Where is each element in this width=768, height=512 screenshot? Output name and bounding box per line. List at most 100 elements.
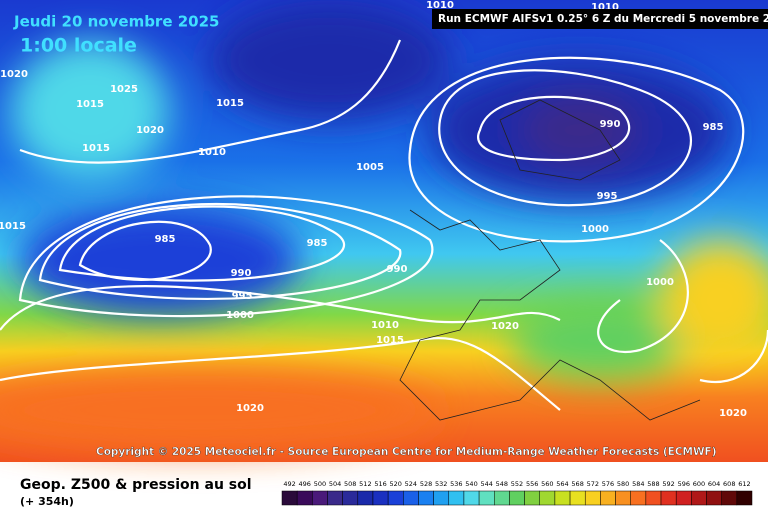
color-swatch — [584, 490, 601, 506]
color-label: 520 — [389, 480, 401, 488]
color-swatch — [433, 490, 450, 506]
color-label: 588 — [647, 480, 659, 488]
color-label: 528 — [420, 480, 432, 488]
color-label: 608 — [723, 480, 735, 488]
color-label: 516 — [374, 480, 386, 488]
color-label: 568 — [571, 480, 583, 488]
isobar-label: 1000 — [226, 310, 254, 321]
color-label: 524 — [405, 480, 417, 488]
isobar-label: 995 — [597, 191, 618, 202]
isobar-label: 1020 — [0, 69, 28, 80]
color-swatch — [736, 490, 753, 506]
isobar-label: 1025 — [110, 84, 138, 95]
color-label: 572 — [587, 480, 599, 488]
color-swatch — [296, 490, 313, 506]
color-swatch — [569, 490, 586, 506]
color-swatch — [448, 490, 465, 506]
color-swatch — [342, 490, 359, 506]
color-swatch — [281, 490, 298, 506]
color-label: 532 — [435, 480, 447, 488]
footer-title: Geop. Z500 & pression au sol — [20, 477, 252, 493]
isobar-label: 1020 — [491, 321, 519, 332]
color-label: 540 — [465, 480, 477, 488]
color-swatch — [600, 490, 616, 506]
color-swatch — [372, 490, 389, 506]
color-label: 576 — [602, 480, 614, 488]
copyright: Copyright © 2025 Meteociel.fr - Source E… — [96, 446, 717, 458]
isobar-label: 1020 — [719, 408, 747, 419]
run-box — [432, 9, 768, 29]
color-swatch — [691, 490, 707, 506]
run-info: Run ECMWF AIFSv1 0.25° 6 Z du Mercredi 5… — [438, 13, 768, 25]
color-swatch — [706, 490, 722, 506]
color-label: 508 — [344, 480, 356, 488]
isobar-label: 1020 — [236, 403, 264, 414]
color-label: 548 — [496, 480, 508, 488]
isobar-label: 990 — [231, 268, 252, 279]
color-label: 580 — [617, 480, 629, 488]
color-swatch — [539, 490, 556, 506]
color-swatch — [721, 490, 738, 506]
isobar-label: 1010 — [591, 2, 619, 13]
isobar-label: 1020 — [136, 125, 164, 136]
isobar-label: 995 — [232, 291, 253, 302]
isobar-label: 985 — [155, 234, 176, 245]
date: Jeudi 20 novembre 2025 — [13, 13, 219, 31]
color-label: 596 — [678, 480, 690, 488]
isobar-label: 1000 — [646, 277, 674, 288]
color-swatch — [494, 490, 510, 506]
isobar-label: 985 — [703, 122, 724, 133]
color-label: 584 — [632, 480, 644, 488]
color-swatch — [509, 490, 525, 506]
isobar-label: 1005 — [356, 162, 384, 173]
color-label: 604 — [708, 480, 720, 488]
isobar-label: 1015 — [82, 143, 110, 154]
color-label: 600 — [693, 480, 705, 488]
color-swatch — [478, 490, 495, 506]
color-swatch — [645, 490, 662, 506]
color-label: 544 — [480, 480, 492, 488]
color-label: 536 — [450, 480, 462, 488]
color-swatch — [463, 490, 480, 506]
color-swatch — [403, 490, 419, 506]
color-swatch — [418, 490, 434, 506]
isobar-label: 990 — [600, 119, 621, 130]
color-label: 612 — [738, 480, 750, 488]
color-swatch — [357, 490, 374, 506]
color-label: 560 — [541, 480, 553, 488]
isobar-label: 1010 — [426, 0, 454, 11]
color-label: 552 — [511, 480, 523, 488]
isobar-label: 1015 — [376, 335, 404, 346]
isobar-label: 1015 — [76, 99, 104, 110]
isobar-label: 990 — [387, 264, 408, 275]
color-swatch — [554, 490, 571, 506]
isobar-label: 1015 — [0, 221, 26, 232]
isobar-label: 985 — [307, 238, 328, 249]
color-label: 500 — [314, 480, 326, 488]
color-swatch — [660, 490, 677, 506]
isobar-label: 1000 — [581, 224, 609, 235]
color-swatch — [630, 490, 647, 506]
isobar-label: 1010 — [198, 147, 226, 158]
map: 1020 1025 1015 1020 1015 1010 1015 1005 985 985 99… — [0, 0, 768, 462]
color-swatch — [675, 490, 692, 506]
time: 1:00 locale — [20, 35, 137, 57]
color-label: 564 — [556, 480, 568, 488]
color-label: 492 — [283, 480, 295, 488]
colorbar: 492 496 500 504 508 512 516 520 524 528 532 536 540 5… — [281, 480, 753, 506]
color-swatch — [327, 490, 343, 506]
color-label: 496 — [299, 480, 311, 488]
isobar-label: 1010 — [371, 320, 399, 331]
color-label: 512 — [359, 480, 371, 488]
color-swatch — [524, 490, 540, 506]
color-swatch — [387, 490, 404, 506]
isobar-label: 1015 — [216, 98, 244, 109]
color-swatch — [615, 490, 631, 506]
color-label: 504 — [329, 480, 341, 488]
color-label: 556 — [526, 480, 538, 488]
isobar-labels: 1020 1025 1015 1020 1015 1010 1015 1005 985 985 99… — [0, 0, 747, 419]
color-swatch — [312, 490, 328, 506]
color-label: 592 — [662, 480, 674, 488]
